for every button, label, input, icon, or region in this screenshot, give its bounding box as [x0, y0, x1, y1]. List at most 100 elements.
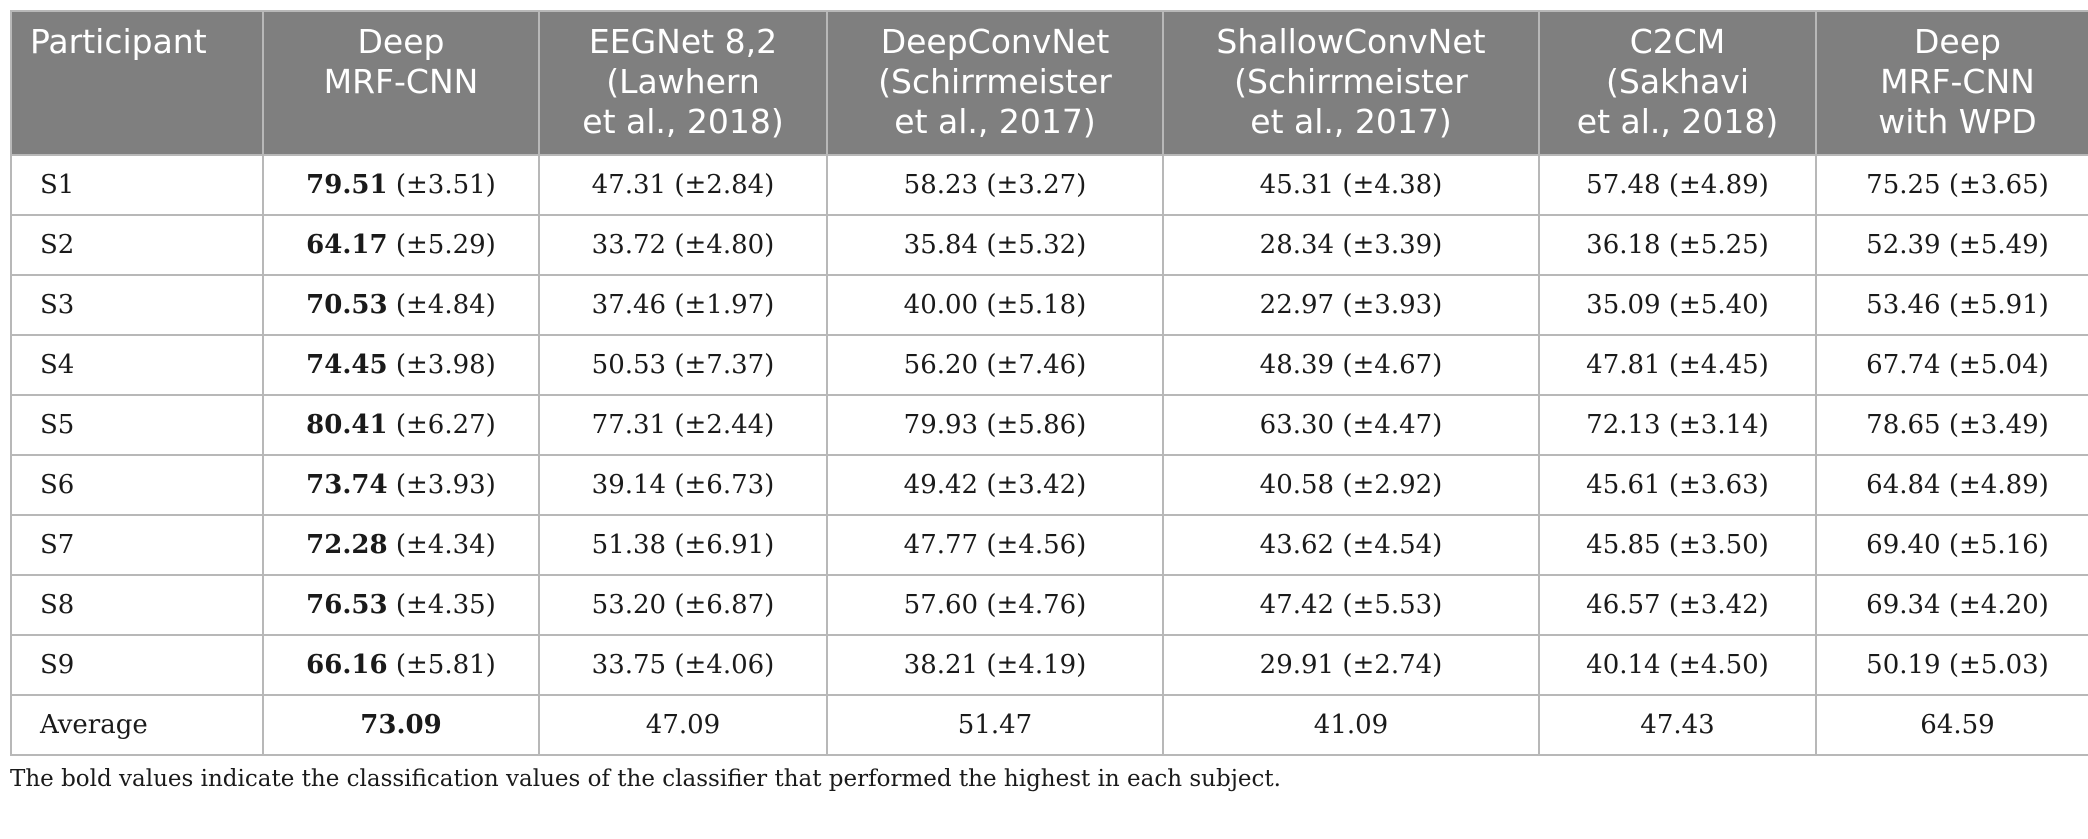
best-sd: (±3.51) [387, 170, 496, 200]
table-row: S7 72.28 (±4.34) 51.38 (±6.91) 47.77 (±4… [10, 514, 2088, 576]
best-value-cell: 70.53 (±4.84) [262, 274, 540, 336]
value-cell: 40.14 (±4.50) [1538, 634, 1817, 696]
value-cell: 47.31 (±2.84) [538, 154, 828, 216]
best-sd: (±6.27) [387, 410, 496, 440]
best-value-cell: 64.17 (±5.29) [262, 214, 540, 276]
best-sd: (±5.81) [387, 650, 496, 680]
table-row: S1 79.51 (±3.51) 47.31 (±2.84) 58.23 (±3… [10, 154, 2088, 216]
best-value-cell: 79.51 (±3.51) [262, 154, 540, 216]
value-cell: 28.34 (±3.39) [1162, 214, 1540, 276]
value-cell: 47.77 (±4.56) [826, 514, 1164, 576]
value-cell: 37.46 (±1.97) [538, 274, 828, 336]
table-row: S3 70.53 (±4.84) 37.46 (±1.97) 40.00 (±5… [10, 274, 2088, 336]
best-value-cell: 73.09 [262, 694, 540, 756]
value-cell: 39.14 (±6.73) [538, 454, 828, 516]
value-cell: 67.74 (±5.04) [1815, 334, 2088, 396]
value-cell: 53.20 (±6.87) [538, 574, 828, 636]
best-sd: (±4.35) [387, 590, 496, 620]
participant-cell: S4 [10, 334, 264, 396]
value-cell: 53.46 (±5.91) [1815, 274, 2088, 336]
table-row: S4 74.45 (±3.98) 50.53 (±7.37) 56.20 (±7… [10, 334, 2088, 396]
best-value: 79.51 [306, 170, 388, 200]
value-cell: 43.62 (±4.54) [1162, 514, 1540, 576]
table-row: S8 76.53 (±4.35) 53.20 (±6.87) 57.60 (±4… [10, 574, 2088, 636]
best-value-cell: 74.45 (±3.98) [262, 334, 540, 396]
participant-cell: S5 [10, 394, 264, 456]
average-row: Average 73.09 47.09 51.47 41.09 47.43 64… [10, 694, 2088, 756]
value-cell: 41.09 [1162, 694, 1540, 756]
best-value: 80.41 [306, 410, 388, 440]
value-cell: 33.75 (±4.06) [538, 634, 828, 696]
value-cell: 57.48 (±4.89) [1538, 154, 1817, 216]
header-shallowconvnet: ShallowConvNet (Schirrmeister et al., 20… [1162, 10, 1540, 156]
best-sd: (±4.34) [387, 530, 496, 560]
best-value-cell: 80.41 (±6.27) [262, 394, 540, 456]
value-cell: 72.13 (±3.14) [1538, 394, 1817, 456]
value-cell: 75.25 (±3.65) [1815, 154, 2088, 216]
results-table: Participant Deep MRF-CNN EEGNet 8,2 (Law… [10, 10, 2088, 756]
value-cell: 58.23 (±3.27) [826, 154, 1164, 216]
value-cell: 56.20 (±7.46) [826, 334, 1164, 396]
value-cell: 29.91 (±2.74) [1162, 634, 1540, 696]
best-value: 70.53 [306, 290, 388, 320]
value-cell: 69.40 (±5.16) [1815, 514, 2088, 576]
participant-cell: S8 [10, 574, 264, 636]
value-cell: 52.39 (±5.49) [1815, 214, 2088, 276]
header-c2cm: C2CM (Sakhavi et al., 2018) [1538, 10, 1817, 156]
value-cell: 57.60 (±4.76) [826, 574, 1164, 636]
participant-cell: Average [10, 694, 264, 756]
value-cell: 50.19 (±5.03) [1815, 634, 2088, 696]
value-cell: 77.31 (±2.44) [538, 394, 828, 456]
header-row: Participant Deep MRF-CNN EEGNet 8,2 (Law… [10, 10, 2088, 156]
table-body: S1 79.51 (±3.51) 47.31 (±2.84) 58.23 (±3… [10, 154, 2088, 756]
table-row: S5 80.41 (±6.27) 77.31 (±2.44) 79.93 (±5… [10, 394, 2088, 456]
best-sd: (±3.93) [387, 470, 496, 500]
value-cell: 46.57 (±3.42) [1538, 574, 1817, 636]
value-cell: 33.72 (±4.80) [538, 214, 828, 276]
best-sd: (±4.84) [387, 290, 496, 320]
value-cell: 51.38 (±6.91) [538, 514, 828, 576]
best-sd: (±5.29) [387, 230, 496, 260]
value-cell: 79.93 (±5.86) [826, 394, 1164, 456]
value-cell: 45.61 (±3.63) [1538, 454, 1817, 516]
value-cell: 47.81 (±4.45) [1538, 334, 1817, 396]
header-deep-mrf-cnn: Deep MRF-CNN [262, 10, 540, 156]
value-cell: 51.47 [826, 694, 1164, 756]
value-cell: 78.65 (±3.49) [1815, 394, 2088, 456]
best-value: 72.28 [306, 530, 388, 560]
value-cell: 49.42 (±3.42) [826, 454, 1164, 516]
participant-cell: S3 [10, 274, 264, 336]
table-footnote: The bold values indicate the classificat… [10, 766, 1281, 792]
participant-cell: S9 [10, 634, 264, 696]
value-cell: 63.30 (±4.47) [1162, 394, 1540, 456]
value-cell: 48.39 (±4.67) [1162, 334, 1540, 396]
participant-cell: S7 [10, 514, 264, 576]
value-cell: 45.31 (±4.38) [1162, 154, 1540, 216]
best-value: 74.45 [306, 350, 388, 380]
best-value: 66.16 [306, 650, 388, 680]
participant-cell: S1 [10, 154, 264, 216]
value-cell: 47.09 [538, 694, 828, 756]
value-cell: 47.43 [1538, 694, 1817, 756]
best-value: 73.09 [360, 710, 442, 740]
best-value-cell: 73.74 (±3.93) [262, 454, 540, 516]
header-deep-mrf-cnn-wpd: Deep MRF-CNN with WPD [1815, 10, 2088, 156]
table-row: S2 64.17 (±5.29) 33.72 (±4.80) 35.84 (±5… [10, 214, 2088, 276]
participant-cell: S2 [10, 214, 264, 276]
participant-cell: S6 [10, 454, 264, 516]
value-cell: 69.34 (±4.20) [1815, 574, 2088, 636]
best-value-cell: 76.53 (±4.35) [262, 574, 540, 636]
value-cell: 35.84 (±5.32) [826, 214, 1164, 276]
value-cell: 64.84 (±4.89) [1815, 454, 2088, 516]
best-value-cell: 72.28 (±4.34) [262, 514, 540, 576]
value-cell: 40.58 (±2.92) [1162, 454, 1540, 516]
best-sd: (±3.98) [387, 350, 496, 380]
header-participant: Participant [10, 10, 264, 156]
value-cell: 38.21 (±4.19) [826, 634, 1164, 696]
best-value: 73.74 [306, 470, 388, 500]
best-value: 76.53 [306, 590, 388, 620]
value-cell: 64.59 [1815, 694, 2088, 756]
table-container: Participant Deep MRF-CNN EEGNet 8,2 (Law… [10, 10, 2088, 792]
value-cell: 45.85 (±3.50) [1538, 514, 1817, 576]
value-cell: 50.53 (±7.37) [538, 334, 828, 396]
